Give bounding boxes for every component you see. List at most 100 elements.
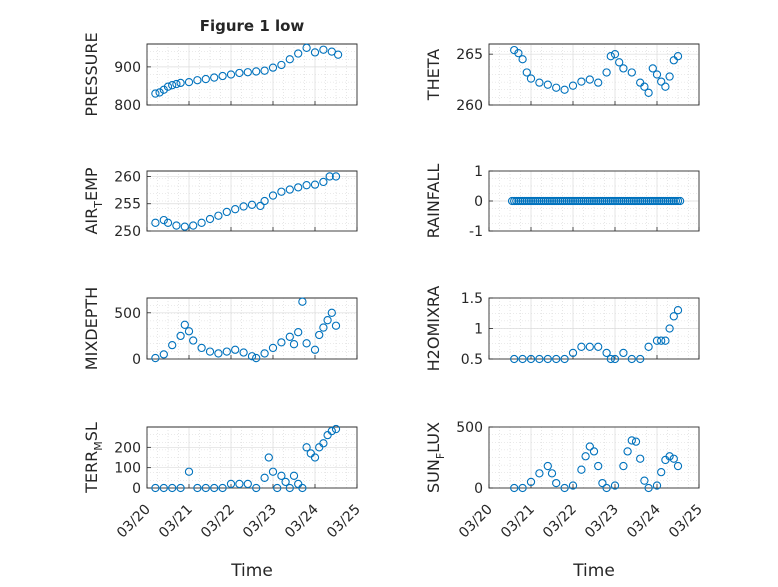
data-point — [646, 196, 655, 206]
subplot-h2omixra: 0.5 1 1.5 H2OMIXRA — [424, 286, 700, 371]
y-axis-label: THETA — [424, 49, 443, 101]
data-point — [510, 354, 519, 364]
data-point — [577, 77, 586, 86]
data-point — [570, 196, 580, 206]
data-point — [564, 196, 573, 206]
data-point — [176, 331, 185, 341]
data-point — [260, 473, 269, 482]
data-point — [627, 68, 636, 77]
data-point — [510, 483, 519, 493]
data-point — [644, 483, 653, 493]
data-point — [610, 196, 620, 206]
data-point — [577, 196, 586, 206]
data-point — [673, 196, 683, 206]
data-point — [652, 196, 662, 206]
y-tick-label: 800 — [114, 98, 141, 114]
data-point — [636, 454, 645, 463]
data-point — [598, 478, 607, 488]
y-tick-label: -1 — [469, 224, 483, 240]
x-axis-label-right: Time — [572, 561, 615, 581]
data-point — [552, 478, 561, 488]
data-point — [310, 345, 320, 354]
y-tick-label: 0.5 — [461, 352, 483, 368]
data-point — [648, 64, 657, 73]
data-point — [319, 439, 328, 448]
data-point — [610, 50, 620, 59]
data-point — [583, 196, 592, 206]
data-point — [615, 196, 624, 206]
data-point — [633, 196, 643, 206]
data-point — [260, 196, 269, 206]
data-point — [201, 483, 210, 493]
data-point — [619, 461, 628, 471]
data-point — [657, 196, 666, 206]
data-point — [184, 467, 194, 476]
data-point — [657, 467, 666, 477]
y-tick-label: 250 — [114, 224, 141, 240]
data-point — [298, 297, 307, 306]
data-point — [591, 196, 601, 206]
x-tick-label: 03/24 — [282, 501, 322, 541]
data-point — [652, 70, 662, 79]
data-point — [180, 320, 189, 329]
data-point — [302, 181, 311, 190]
data-point — [151, 353, 160, 363]
data-point — [627, 354, 636, 364]
data-point — [243, 68, 252, 77]
y-tick-label: 0 — [474, 194, 483, 210]
data-point — [560, 196, 569, 206]
data-point — [543, 461, 552, 471]
data-point — [518, 354, 527, 364]
data-point — [552, 83, 561, 92]
data-point — [260, 66, 269, 75]
data-point — [537, 196, 546, 206]
x-tick-label: 03/22 — [540, 502, 580, 542]
data-point — [273, 483, 282, 493]
data-point — [231, 205, 240, 214]
data-point — [310, 180, 320, 189]
data-point — [610, 354, 620, 364]
data-point — [560, 85, 569, 94]
data-point — [268, 343, 278, 353]
data-point — [648, 196, 657, 206]
data-point — [554, 196, 563, 206]
plot-frame — [146, 170, 358, 232]
data-point — [661, 82, 670, 91]
data-point — [151, 483, 160, 493]
data-point — [652, 336, 662, 345]
data-point — [535, 354, 544, 364]
y-tick-label: 255 — [114, 197, 141, 213]
data-point — [155, 88, 164, 97]
data-point — [575, 196, 584, 206]
data-point — [235, 68, 244, 78]
data-point — [222, 347, 231, 356]
data-point — [661, 336, 670, 345]
data-point — [619, 64, 628, 73]
y-axis-label: SUNFLUX — [424, 422, 447, 493]
data-point — [159, 215, 168, 225]
data-point — [552, 354, 561, 364]
data-point — [581, 196, 590, 206]
data-point — [667, 196, 676, 206]
data-point — [568, 348, 578, 358]
data-point — [333, 50, 343, 59]
data-point — [533, 196, 542, 206]
data-point — [243, 479, 252, 489]
data-point — [298, 483, 307, 493]
data-point — [568, 481, 578, 490]
data-point — [543, 80, 552, 89]
data-point — [631, 196, 641, 206]
data-point — [168, 340, 177, 350]
data-point — [594, 196, 603, 206]
y-tick-label: 1 — [474, 322, 483, 338]
data-point — [226, 70, 236, 79]
data-point — [573, 196, 582, 206]
data-point — [539, 196, 548, 206]
data-point — [558, 196, 567, 206]
data-point — [657, 77, 666, 86]
x-tick-label: 03/20 — [114, 502, 154, 542]
data-point — [594, 461, 603, 471]
data-point — [180, 222, 189, 231]
data-point — [285, 483, 294, 493]
x-tick-label: 03/23 — [582, 502, 622, 542]
